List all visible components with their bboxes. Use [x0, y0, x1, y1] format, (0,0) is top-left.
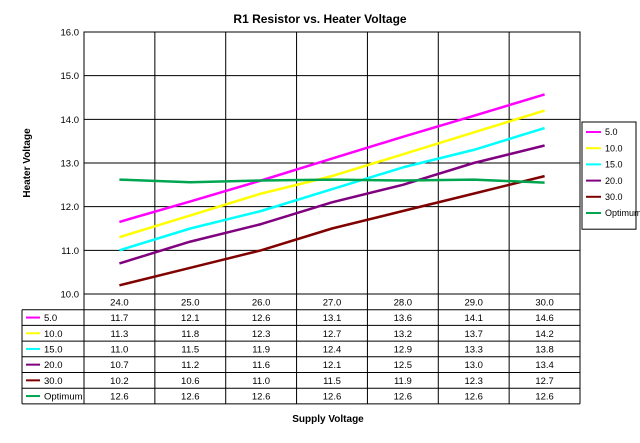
- series-line: [119, 144, 545, 265]
- table-cell: 12.6: [181, 392, 200, 403]
- table-cell: 12.3: [464, 376, 483, 387]
- table-cell: 12.3: [252, 329, 271, 340]
- legend-entry: 15.0: [605, 160, 623, 170]
- table-cell: 12.5: [394, 360, 413, 371]
- table-cell: 14.2: [535, 329, 554, 340]
- y-tick-label: 10.0: [61, 290, 80, 301]
- series-line: [119, 126, 545, 252]
- table-cell: 12.7: [535, 376, 554, 387]
- x-category-label: 27.0: [323, 298, 342, 309]
- x-category-label: 25.0: [181, 298, 200, 309]
- table-cell: 13.1: [323, 313, 342, 324]
- table-cell: 12.6: [252, 392, 271, 403]
- table-cell: 12.9: [394, 344, 413, 355]
- table-cell: 11.3: [111, 329, 129, 340]
- table-cell: 12.6: [323, 392, 342, 403]
- table-series-label: 20.0: [44, 360, 63, 371]
- y-tick-label: 12.0: [61, 202, 80, 213]
- table-cell: 14.6: [535, 313, 554, 324]
- table-cell: 13.0: [464, 360, 483, 371]
- table-cell: 11.8: [181, 329, 199, 340]
- table-cell: 11.6: [252, 360, 270, 371]
- legend-entry: 10.0: [605, 143, 623, 153]
- table-cell: 13.7: [464, 329, 483, 340]
- table-series-label: 30.0: [44, 376, 63, 387]
- y-tick-label: 14.0: [61, 115, 80, 126]
- legend: 5.0 10.0 15.0 20.0 30.0 Optimum: [581, 121, 640, 230]
- legend-entry: 20.0: [605, 176, 623, 186]
- table-cell: 11.5: [323, 376, 341, 387]
- series-line: [119, 93, 545, 224]
- table-cell: 12.6: [110, 392, 129, 403]
- table-cell: 12.7: [323, 329, 342, 340]
- y-axis-title: Heater Voltage: [22, 128, 33, 198]
- table-cell: 14.1: [464, 313, 483, 324]
- table-cell: 10.2: [110, 376, 129, 387]
- table-cell: 12.6: [252, 313, 271, 324]
- table-cell: 12.6: [464, 392, 483, 403]
- table-cell: 11.5: [181, 344, 199, 355]
- table-series-label: 10.0: [44, 329, 63, 340]
- legend-box: [581, 121, 637, 230]
- series-line: [119, 178, 545, 184]
- table-cell: 13.6: [394, 313, 413, 324]
- chart-title: R1 Resistor vs. Heater Voltage: [233, 12, 407, 26]
- table-cell: 10.7: [110, 360, 129, 371]
- table-cell: 12.6: [535, 392, 554, 403]
- table-cell: 12.1: [323, 360, 342, 371]
- table-cell: 11.9: [394, 376, 412, 387]
- series-line: [119, 109, 545, 239]
- x-axis-title: Supply Voltage: [292, 414, 364, 425]
- table-series-label: 5.0: [44, 313, 57, 324]
- x-category-label: 29.0: [464, 298, 483, 309]
- table-cell: 11.2: [181, 360, 199, 371]
- table-cell: 12.6: [394, 392, 413, 403]
- legend-entry: 5.0: [605, 127, 618, 137]
- table-cell: 10.6: [181, 376, 200, 387]
- table-series-label: Optimum: [44, 392, 83, 403]
- table-cell: 12.1: [181, 313, 200, 324]
- table-cell: 13.8: [535, 344, 554, 355]
- legend-entry: Optimum: [605, 208, 640, 218]
- legend-entry: 30.0: [605, 192, 623, 202]
- plot-grid: [83, 31, 581, 295]
- table-cell: 11.0: [111, 344, 129, 355]
- data-table: 24.0 25.0 26.0 27.0 28.0 29.0 30.0 5.0 11.7 12.1 1…: [21, 294, 581, 405]
- table-cell: 11.7: [111, 313, 129, 324]
- y-tick-label: 16.0: [61, 28, 80, 39]
- series-line: [119, 174, 545, 287]
- table-cell: 11.9: [252, 344, 270, 355]
- table-cell: 13.4: [535, 360, 554, 371]
- y-axis-ticks: 10.0 11.0 12.0 13.0 14.0 15.0 16.0: [61, 28, 80, 301]
- series-lines: [119, 93, 545, 287]
- table-cell: 11.0: [252, 376, 270, 387]
- x-category-label: 30.0: [535, 298, 554, 309]
- table-series-label: 15.0: [44, 344, 63, 355]
- x-category-label: 24.0: [110, 298, 129, 309]
- table-cell: 12.4: [323, 344, 342, 355]
- y-tick-label: 15.0: [61, 71, 80, 82]
- y-tick-label: 11.0: [61, 246, 79, 257]
- x-category-label: 26.0: [252, 298, 271, 309]
- y-tick-label: 13.0: [61, 159, 80, 170]
- table-cell: 13.2: [394, 329, 413, 340]
- x-category-label: 28.0: [394, 298, 413, 309]
- table-cell: 13.3: [464, 344, 483, 355]
